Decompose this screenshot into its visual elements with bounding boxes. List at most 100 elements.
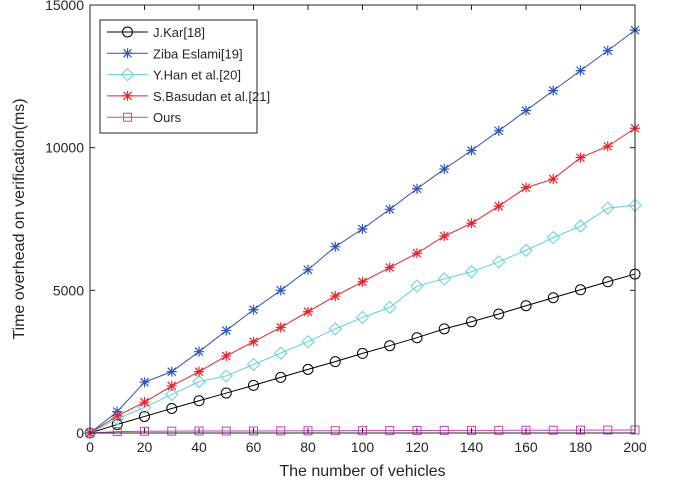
legend-entry: S.Basudan et al.[21] [107,89,270,104]
data-point [384,340,396,352]
data-point [493,308,505,320]
data-point [576,425,585,435]
data-point [194,346,204,357]
legend-marker [123,112,132,122]
data-point [383,300,397,315]
data-point [330,241,341,252]
x-tick-label: 160 [514,439,538,455]
legend-marker [120,67,135,82]
legend-label: Y.Han et al.[20] [153,68,241,83]
y-tick-label: 15000 [45,0,84,13]
data-point [166,402,178,414]
data-point [548,85,559,96]
data-point [602,141,613,152]
legend-entry: Y.Han et al.[20] [107,68,241,83]
data-point [329,356,341,368]
data-point [466,145,477,156]
data-point [384,262,395,273]
data-point [439,231,450,242]
x-tick-label: 180 [569,439,593,455]
data-point [192,374,206,389]
data-point [166,366,177,377]
data-point [602,45,613,56]
data-point [194,366,204,377]
data-point [385,426,395,436]
data-point [330,426,340,436]
x-tick-label: 0 [86,439,94,455]
data-point [248,336,259,347]
data-point [439,164,450,175]
data-point [410,279,424,293]
data-point [546,230,560,245]
data-point [137,400,152,415]
x-tick-label: 120 [405,439,429,455]
x-tick-label: 20 [137,439,153,455]
data-point [547,292,559,304]
data-point [493,201,504,212]
data-point [112,427,122,437]
data-point [520,300,532,312]
data-point [221,426,231,436]
legend-marker [122,26,133,38]
data-point [357,347,368,359]
x-tick-label: 140 [460,439,484,455]
series-layer [83,25,642,440]
series-line [89,273,636,434]
data-point [167,426,177,436]
data-point [466,316,477,328]
legend: J.Kar[18] Ziba Eslami[19] Y.Han et al.[20]… [99,19,270,134]
data-point [575,152,586,163]
x-tick-label: 100 [351,439,375,455]
data-point [602,276,614,288]
data-point [575,65,586,76]
data-point [493,125,504,136]
data-point [303,426,313,436]
data-point [166,380,177,391]
data-point [412,183,422,194]
legend-label: J.Kar[18] [153,25,205,40]
series-line [89,204,636,434]
data-point [302,363,314,375]
data-point [220,387,232,399]
data-point [219,369,233,383]
data-point [139,377,150,388]
data-point [165,387,179,402]
series-3 [83,198,642,440]
data-point [248,304,259,315]
data-point [249,426,258,436]
data-point [112,410,123,421]
data-point [301,334,315,349]
data-point [603,425,613,435]
data-point [357,223,368,234]
legend-marker [122,48,133,59]
data-point [439,425,449,435]
data-point [384,204,395,215]
data-point [492,255,506,269]
data-point [275,371,287,383]
data-point [548,425,558,435]
data-point [575,284,586,296]
data-point [412,248,422,259]
data-point [519,243,533,258]
legend-entry: Ours [107,110,182,125]
y-tick-label: 10000 [45,140,84,156]
legend-entry: Ziba Eslami[19] [107,46,243,61]
data-point [355,310,370,325]
legend-label: S.Basudan et al.[21] [153,89,270,104]
data-point [275,322,286,333]
data-point [467,425,476,435]
y-axis-title: Time overhead on verification(ms) [11,98,28,339]
data-point [221,350,232,361]
data-point [466,218,477,229]
data-point [193,395,205,407]
data-point [221,325,232,336]
legend-label: Ziba Eslami[19] [153,46,243,61]
data-point [140,426,149,436]
data-point [573,219,588,233]
data-point [246,357,261,372]
data-point [521,425,531,435]
legend-entry: J.Kar[18] [107,25,205,40]
y-tick-label: 0 [76,425,84,441]
x-tick-label: 60 [246,439,262,455]
data-point [194,426,204,436]
